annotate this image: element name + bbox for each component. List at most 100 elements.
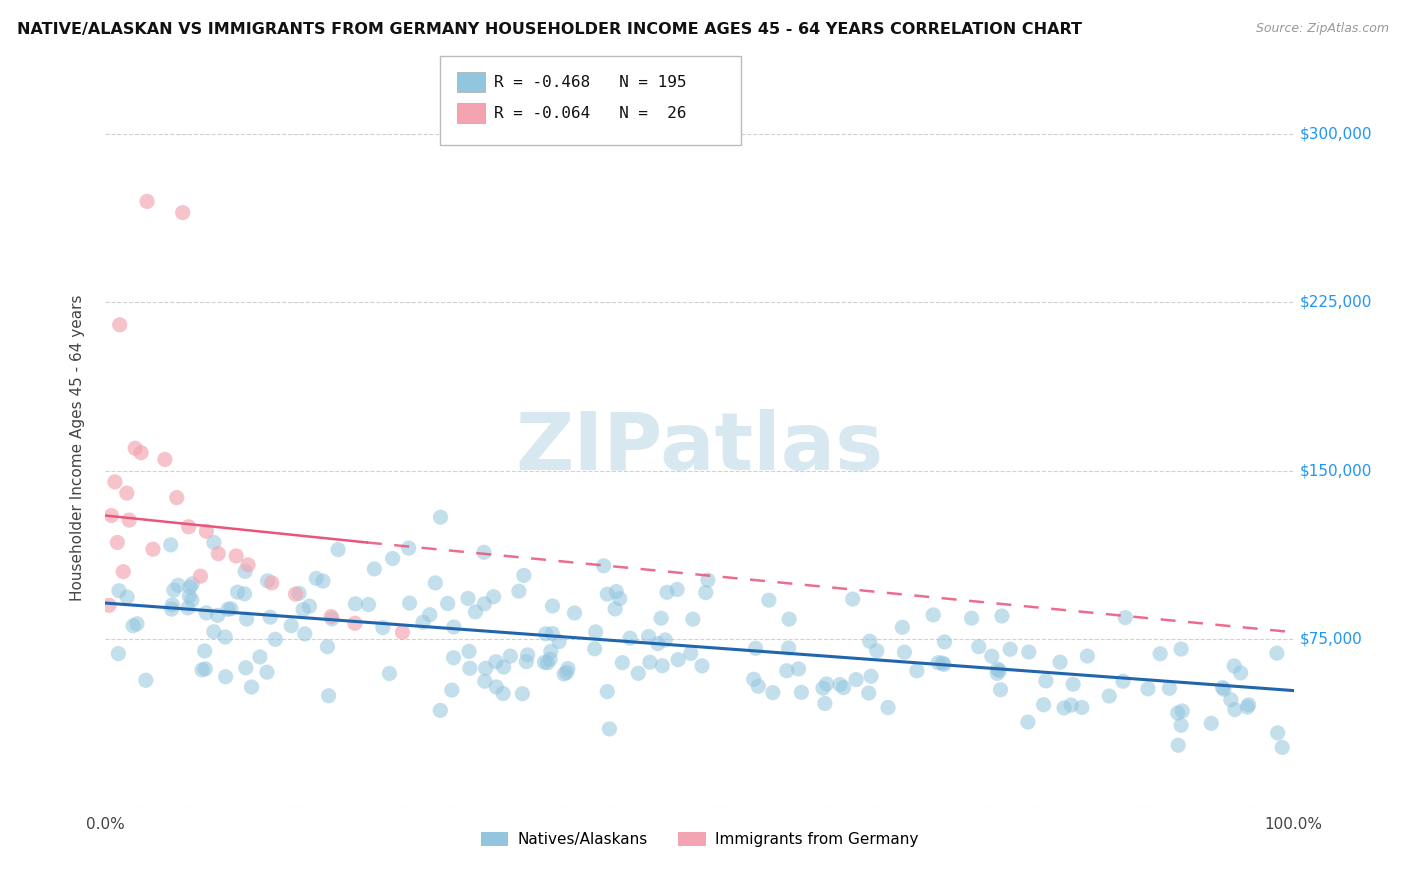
- Point: [564, 606, 586, 620]
- Point: [744, 641, 766, 656]
- Point: [217, 602, 239, 616]
- Point: [832, 681, 855, 695]
- Point: [225, 549, 247, 563]
- Point: [202, 535, 225, 549]
- Point: [696, 573, 718, 587]
- Point: [124, 442, 146, 455]
- Point: [233, 565, 256, 579]
- Point: [326, 542, 349, 557]
- Point: [136, 194, 159, 209]
- Point: [292, 602, 315, 616]
- Point: [260, 575, 283, 590]
- Point: [436, 597, 458, 611]
- Point: [592, 558, 614, 573]
- Point: [280, 618, 302, 632]
- Point: [363, 562, 385, 576]
- Point: [967, 640, 990, 654]
- Point: [378, 666, 401, 681]
- Point: [179, 580, 201, 594]
- Y-axis label: Householder Income Ages 45 - 64 years: Householder Income Ages 45 - 64 years: [70, 295, 84, 601]
- Point: [512, 687, 534, 701]
- Legend: Natives/Alaskans, Immigrants from Germany: Natives/Alaskans, Immigrants from German…: [475, 826, 924, 854]
- Point: [172, 205, 194, 219]
- Point: [534, 627, 557, 641]
- Text: $225,000: $225,000: [1299, 295, 1372, 310]
- Point: [585, 624, 607, 639]
- Point: [1017, 714, 1039, 729]
- Point: [654, 632, 676, 647]
- Point: [100, 508, 122, 523]
- Point: [107, 647, 129, 661]
- Point: [655, 585, 678, 599]
- Point: [344, 597, 367, 611]
- Point: [1112, 674, 1135, 689]
- Point: [548, 634, 571, 648]
- Point: [294, 627, 316, 641]
- Point: [638, 655, 661, 669]
- Point: [1170, 642, 1192, 657]
- Point: [191, 663, 214, 677]
- Point: [219, 601, 242, 615]
- Point: [256, 574, 278, 588]
- Text: Source: ZipAtlas.com: Source: ZipAtlas.com: [1256, 22, 1389, 36]
- Point: [1018, 645, 1040, 659]
- Point: [541, 626, 564, 640]
- Point: [202, 624, 225, 639]
- Point: [264, 632, 287, 647]
- Point: [235, 661, 257, 675]
- Point: [235, 612, 257, 626]
- Point: [1271, 740, 1294, 755]
- Point: [105, 535, 128, 549]
- Point: [1171, 704, 1194, 718]
- Point: [541, 599, 564, 613]
- Point: [391, 625, 413, 640]
- Point: [305, 571, 328, 585]
- Point: [1223, 703, 1246, 717]
- Point: [647, 636, 669, 650]
- Point: [1076, 648, 1098, 663]
- Point: [419, 607, 441, 622]
- Point: [425, 575, 447, 590]
- Point: [877, 700, 900, 714]
- Point: [312, 574, 335, 588]
- Point: [619, 631, 641, 645]
- Point: [249, 649, 271, 664]
- Point: [474, 674, 496, 689]
- Point: [986, 662, 1008, 676]
- Point: [1149, 647, 1171, 661]
- Point: [893, 645, 915, 659]
- Point: [637, 630, 659, 644]
- Point: [485, 680, 508, 694]
- Point: [108, 318, 131, 332]
- Point: [398, 541, 420, 555]
- Point: [474, 597, 496, 611]
- Point: [214, 670, 236, 684]
- Point: [492, 686, 515, 700]
- Point: [233, 587, 256, 601]
- Point: [612, 656, 634, 670]
- Point: [1219, 692, 1241, 706]
- Point: [845, 673, 868, 687]
- Point: [1229, 665, 1251, 680]
- Point: [104, 475, 127, 489]
- Point: [891, 620, 914, 634]
- Point: [1053, 701, 1076, 715]
- Point: [135, 673, 157, 688]
- Point: [515, 655, 537, 669]
- Point: [180, 593, 202, 607]
- Point: [108, 583, 131, 598]
- Point: [932, 657, 955, 672]
- Text: $300,000: $300,000: [1299, 127, 1372, 142]
- Point: [758, 593, 780, 607]
- Point: [742, 673, 765, 687]
- Point: [1114, 610, 1136, 624]
- Point: [536, 656, 558, 670]
- Point: [195, 524, 218, 539]
- Point: [371, 621, 394, 635]
- Point: [194, 644, 217, 658]
- Point: [226, 585, 249, 599]
- Point: [790, 685, 813, 699]
- Point: [1049, 655, 1071, 669]
- Point: [934, 635, 956, 649]
- Point: [922, 607, 945, 622]
